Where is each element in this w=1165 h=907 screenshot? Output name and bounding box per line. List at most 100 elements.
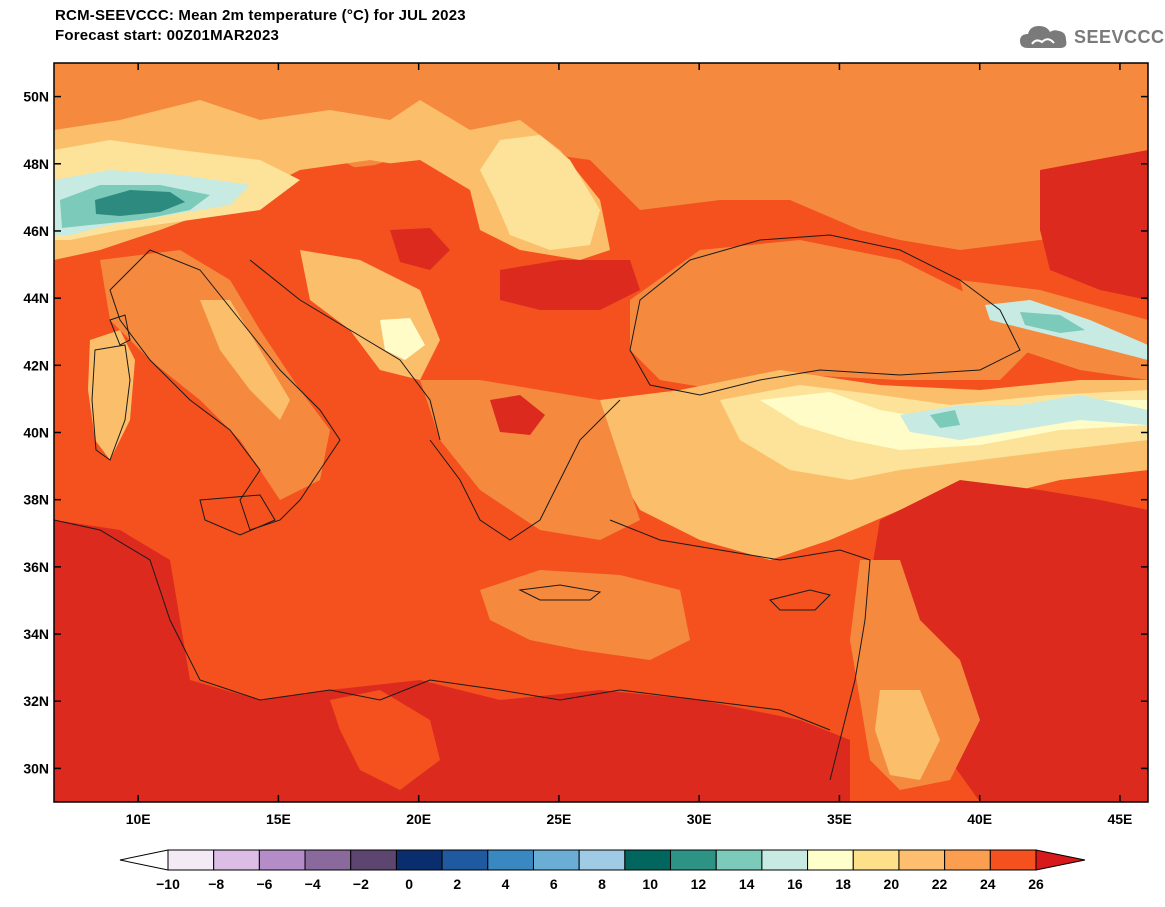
field-region-pannonian-hot	[390, 228, 450, 270]
colorbar-bin	[761, 849, 809, 871]
colorbar-label: −2	[353, 876, 369, 892]
colorbar-label: 22	[932, 876, 948, 892]
field-region-east-anatolia-cold	[900, 395, 1148, 440]
lon-tick-label: 35E	[827, 811, 852, 827]
lat-tick-label: 36N	[23, 559, 49, 575]
colorbar-label: −8	[208, 876, 224, 892]
field-region-alps-coldest	[95, 190, 185, 216]
field-region-danube-hot	[500, 260, 640, 310]
coast-corsica	[109, 314, 131, 346]
colorbar-bin	[989, 849, 1037, 871]
lon-tick-label: 25E	[546, 811, 571, 827]
field-region-jordan	[875, 690, 940, 780]
colorbar-label: 8	[598, 876, 606, 892]
title-line-variable: RCM-SEEVCCC: Mean 2m temperature (°C) fo…	[55, 7, 466, 24]
colorbar-label: 18	[835, 876, 851, 892]
colorbar-bin	[441, 849, 489, 871]
coastlines	[54, 234, 1021, 781]
coast-black-sea	[629, 234, 1021, 396]
colorbar-bin	[532, 849, 580, 871]
colorbar-label: 4	[502, 876, 510, 892]
lon-tick-label: 40E	[967, 811, 992, 827]
colorbar-label: 0	[405, 876, 413, 892]
cloud-logo-icon	[1020, 26, 1067, 48]
field-region-east-europe-hot	[1040, 150, 1148, 300]
colorbar-label: −10	[156, 876, 180, 892]
logo-text: SEEVCCC	[1074, 26, 1165, 47]
colorbar-label: 2	[453, 876, 461, 892]
colorbar-bin	[670, 849, 717, 871]
map-title: RCM-SEEVCCC: Mean 2m temperature (°C) fo…	[55, 6, 466, 46]
lat-tick-label: 42N	[23, 357, 49, 373]
field-region-east-anatolia-colder	[930, 410, 960, 428]
colorbar-label: 24	[980, 876, 996, 892]
coast-adriatic	[249, 259, 441, 441]
lat-tick-label: 30N	[23, 760, 49, 776]
colorbar-label: 16	[787, 876, 803, 892]
colorbar-bin	[898, 849, 946, 871]
coast-cyprus	[769, 589, 831, 611]
coast-crete	[518, 584, 602, 601]
coast-anatolia-south	[609, 519, 871, 561]
title-line-forecast-start: Forecast start: 00Z01MAR2023	[55, 27, 280, 44]
field-region-dinarides-high	[380, 318, 425, 360]
field-region-crete-sea	[480, 570, 690, 660]
field-region-italy	[100, 250, 330, 500]
colorbar-under-arrow	[119, 849, 169, 871]
colorbar-label: 10	[642, 876, 658, 892]
colorbar-label: 20	[884, 876, 900, 892]
colorbar-bin	[624, 849, 672, 871]
colorbar-bin	[944, 849, 991, 871]
longitude-axis: 10E 15E 20E 25E 30E 35E 40E 45E	[126, 63, 1132, 827]
lon-tick-label: 30E	[687, 811, 712, 827]
field-region-black-sea	[630, 240, 1030, 390]
latitude-axis: 50N 48N 46N 44N 42N 40N 38N 36N 34N 32N 30N	[23, 89, 1148, 776]
lat-tick-label: 50N	[23, 89, 49, 105]
coast-levant	[829, 559, 871, 781]
coast-italy	[109, 249, 341, 531]
field-region-thessaly-hot	[490, 395, 545, 435]
colorbar-bin	[350, 849, 397, 871]
colorbar-bin	[213, 849, 260, 871]
colorbar-label: 6	[550, 876, 558, 892]
colorbar-over-arrow	[1035, 849, 1086, 871]
lat-tick-label: 32N	[23, 693, 49, 709]
field-region-sardinia	[88, 330, 135, 460]
colorbar-bin	[578, 849, 626, 871]
colorbar: −10 −8 −6 −4 −2 0 2 4 6 8 10 12 14 16 18 20 22 24 26	[119, 849, 1086, 892]
lat-tick-label: 34N	[23, 626, 49, 642]
lon-tick-label: 45E	[1107, 811, 1132, 827]
field-region-greece	[420, 380, 640, 540]
colorbar-label: 14	[739, 876, 755, 892]
lat-tick-label: 44N	[23, 290, 49, 306]
coast-north-africa	[54, 519, 831, 731]
colorbar-bin	[487, 849, 534, 871]
lon-tick-label: 20E	[406, 811, 431, 827]
lat-tick-label: 46N	[23, 223, 49, 239]
colorbar-bin	[715, 849, 763, 871]
lat-tick-label: 48N	[23, 156, 49, 172]
colorbar-bin	[807, 849, 854, 871]
colorbar-bin	[167, 849, 215, 871]
colorbar-label: 26	[1028, 876, 1044, 892]
coast-sicily	[199, 494, 276, 536]
coast-sardinia	[91, 344, 131, 461]
seevccc-logo: SEEVCCC	[1018, 22, 1165, 52]
field-region-carpathians	[480, 135, 600, 250]
colorbar-bin	[304, 849, 352, 871]
colorbar-label: −6	[256, 876, 272, 892]
field-region-libya-coast	[330, 690, 440, 790]
lat-tick-label: 38N	[23, 492, 49, 508]
lon-tick-label: 10E	[126, 811, 151, 827]
field-region-apennines	[200, 300, 290, 420]
colorbar-bin	[395, 849, 443, 871]
lat-tick-label: 40N	[23, 425, 49, 441]
field-region-alps-carpathians	[54, 100, 610, 260]
lon-tick-label: 15E	[266, 811, 291, 827]
map-field	[54, 63, 1148, 802]
field-region-north-africa	[54, 520, 850, 802]
coast-greece	[429, 399, 621, 541]
colorbar-bin	[258, 849, 306, 871]
colorbar-label: 12	[691, 876, 707, 892]
